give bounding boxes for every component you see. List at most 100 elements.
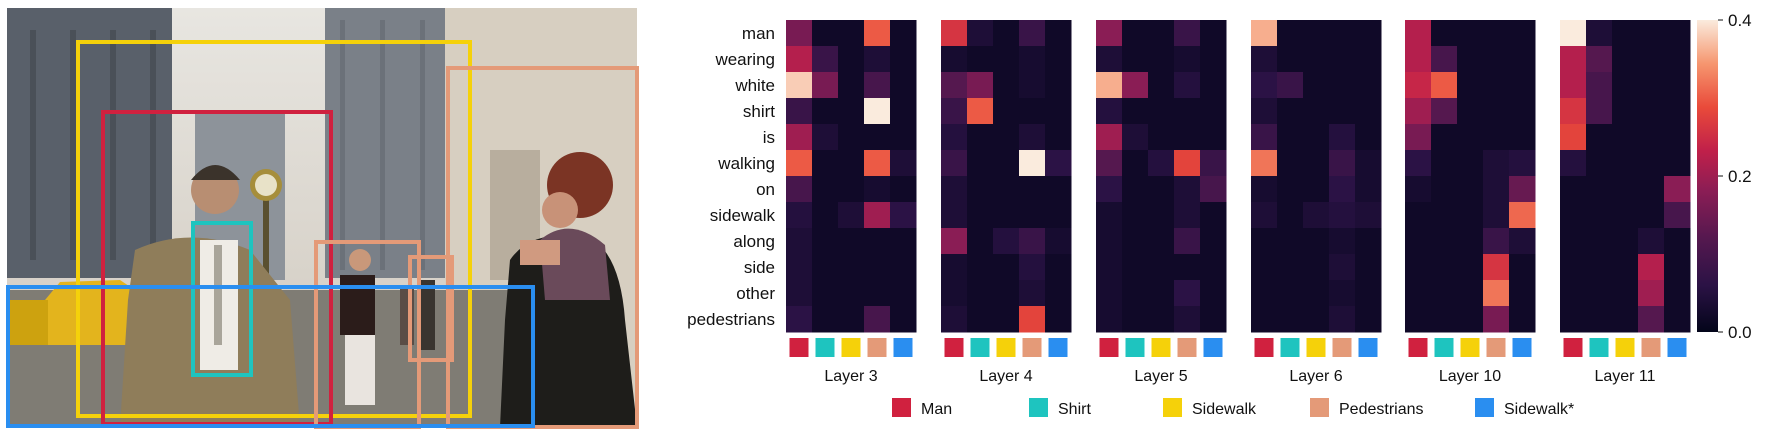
heatmap-cell — [1355, 124, 1382, 151]
heatmap-cell — [1483, 202, 1510, 229]
heatmap-cell — [1277, 46, 1304, 73]
heatmap-cell — [1174, 150, 1201, 177]
heatmap-cell — [1457, 20, 1484, 47]
column-swatch — [1667, 338, 1687, 357]
bbox-sidewalk-star — [6, 285, 535, 428]
heatmap-cell — [1586, 20, 1613, 47]
heatmap-cell — [864, 98, 891, 125]
heatmap-cell — [1560, 46, 1587, 73]
heatmap-cell — [1612, 20, 1639, 47]
heatmap-cell — [1122, 202, 1149, 229]
heatmap-cell — [1509, 150, 1536, 177]
heatmap-cell — [1586, 176, 1613, 203]
heatmap-cell — [941, 20, 968, 47]
heatmap-cell — [1638, 280, 1665, 307]
heatmap-cell — [1251, 124, 1278, 151]
heatmap-cell — [1251, 202, 1278, 229]
heatmap-cell — [1200, 98, 1227, 125]
heatmap-cell — [890, 280, 917, 307]
heatmap-cell — [1251, 280, 1278, 307]
heatmap-cell — [1612, 176, 1639, 203]
heatmap-cell — [812, 72, 839, 99]
heatmap-cell — [1560, 72, 1587, 99]
heatmap-cell — [1586, 202, 1613, 229]
heatmap-cell — [1405, 20, 1432, 47]
heatmap-cell — [1638, 202, 1665, 229]
heatmap-cell — [1612, 98, 1639, 125]
column-swatch — [1048, 338, 1068, 357]
heatmap-cell — [1251, 306, 1278, 333]
heatmap-cell — [1664, 150, 1691, 177]
heatmap-cell — [1664, 176, 1691, 203]
heatmap-cell — [1638, 228, 1665, 255]
heatmap-cell — [838, 176, 865, 203]
heatmap-cell — [1586, 46, 1613, 73]
heatmap-cell — [1560, 150, 1587, 177]
heatmap-cell — [1431, 306, 1458, 333]
heatmap-cell — [1612, 202, 1639, 229]
heatmap-cell — [1457, 280, 1484, 307]
heatmap-cell — [812, 228, 839, 255]
heatmap-cell — [1045, 124, 1072, 151]
heatmap-cell — [786, 228, 813, 255]
heatmap-cell — [1148, 124, 1175, 151]
heatmap-cell — [1560, 176, 1587, 203]
legend-label: Sidewalk — [1192, 401, 1257, 418]
heatmap-cell — [1431, 254, 1458, 281]
heatmap-cell — [1303, 228, 1330, 255]
heatmap-cell — [1096, 72, 1123, 99]
heatmap-cell — [1405, 124, 1432, 151]
heatmap-cell — [993, 202, 1020, 229]
heatmap-cell — [1355, 176, 1382, 203]
panel-title: Layer 3 — [824, 368, 877, 385]
column-swatch — [1177, 338, 1197, 357]
heatmap-cell — [1431, 280, 1458, 307]
heatmap-cell — [1405, 46, 1432, 73]
heatmap-cell — [1251, 176, 1278, 203]
heatmap-cell — [1638, 176, 1665, 203]
heatmap-cell — [864, 306, 891, 333]
row-label: man — [742, 24, 775, 43]
row-label: on — [756, 180, 775, 199]
heatmap-cell — [993, 254, 1020, 281]
column-swatch — [1280, 338, 1300, 357]
heatmap-cell — [1148, 306, 1175, 333]
heatmap-cell — [1096, 202, 1123, 229]
heatmap-cell — [1303, 72, 1330, 99]
heatmap-cell — [1638, 254, 1665, 281]
heatmap-cell — [1586, 280, 1613, 307]
heatmap-cell — [967, 72, 994, 99]
heatmap-cell — [1122, 280, 1149, 307]
heatmap-cell — [1096, 98, 1123, 125]
heatmap-cell — [1329, 72, 1356, 99]
heatmap-cell — [1664, 228, 1691, 255]
heatmap-cell — [1329, 176, 1356, 203]
heatmap-cell — [1431, 46, 1458, 73]
heatmap-cell — [993, 98, 1020, 125]
heatmap-cell — [812, 176, 839, 203]
heatmap-cell — [1303, 280, 1330, 307]
heatmap-cell — [1045, 306, 1072, 333]
heatmap-cell — [1509, 72, 1536, 99]
heatmap-cell — [1148, 254, 1175, 281]
heatmap-cell — [1405, 150, 1432, 177]
column-swatch — [1254, 338, 1274, 357]
heatmap-cell — [864, 176, 891, 203]
heatmap-cell — [864, 124, 891, 151]
row-label: shirt — [743, 102, 775, 121]
heatmap-cell — [1148, 150, 1175, 177]
pedestrian-far — [420, 280, 435, 350]
heatmap-cell — [967, 98, 994, 125]
heatmap-cell — [1251, 46, 1278, 73]
heatmap-cell — [1457, 306, 1484, 333]
heatmap-panel: Layer 6 — [1251, 20, 1382, 385]
heatmap-cell — [1277, 254, 1304, 281]
colorbar-gradient — [1697, 20, 1718, 332]
heatmap-cell — [1045, 20, 1072, 47]
heatmap-cell — [890, 228, 917, 255]
column-swatch — [1022, 338, 1042, 357]
heatmap-cell — [1457, 228, 1484, 255]
heatmap-cell — [993, 46, 1020, 73]
colorbar-tick-label: 0.0 — [1728, 323, 1752, 342]
heatmap-cell — [890, 176, 917, 203]
